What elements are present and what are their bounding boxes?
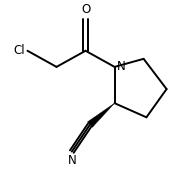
Text: N: N (68, 154, 76, 167)
Polygon shape (88, 103, 115, 127)
Text: O: O (81, 4, 90, 16)
Text: Cl: Cl (14, 44, 25, 57)
Text: N: N (117, 60, 126, 73)
